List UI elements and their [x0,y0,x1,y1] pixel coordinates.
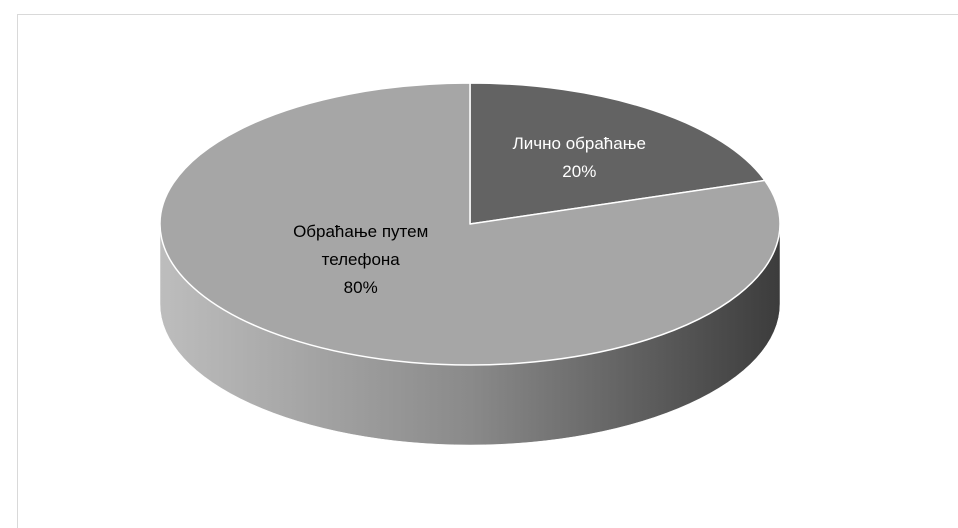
slice [159,82,781,366]
data-label: Обраћање путем телефона 80% [276,218,446,302]
chart-border [17,14,958,528]
data-label-name: Лично обраћање [512,133,646,153]
slice [469,82,766,225]
data-label-value: 80% [343,278,378,298]
data-label: Лично обраћање 20% [494,130,664,186]
data-label-value: 20% [562,161,597,181]
data-label-name: Обраћање путем телефона [293,222,429,270]
